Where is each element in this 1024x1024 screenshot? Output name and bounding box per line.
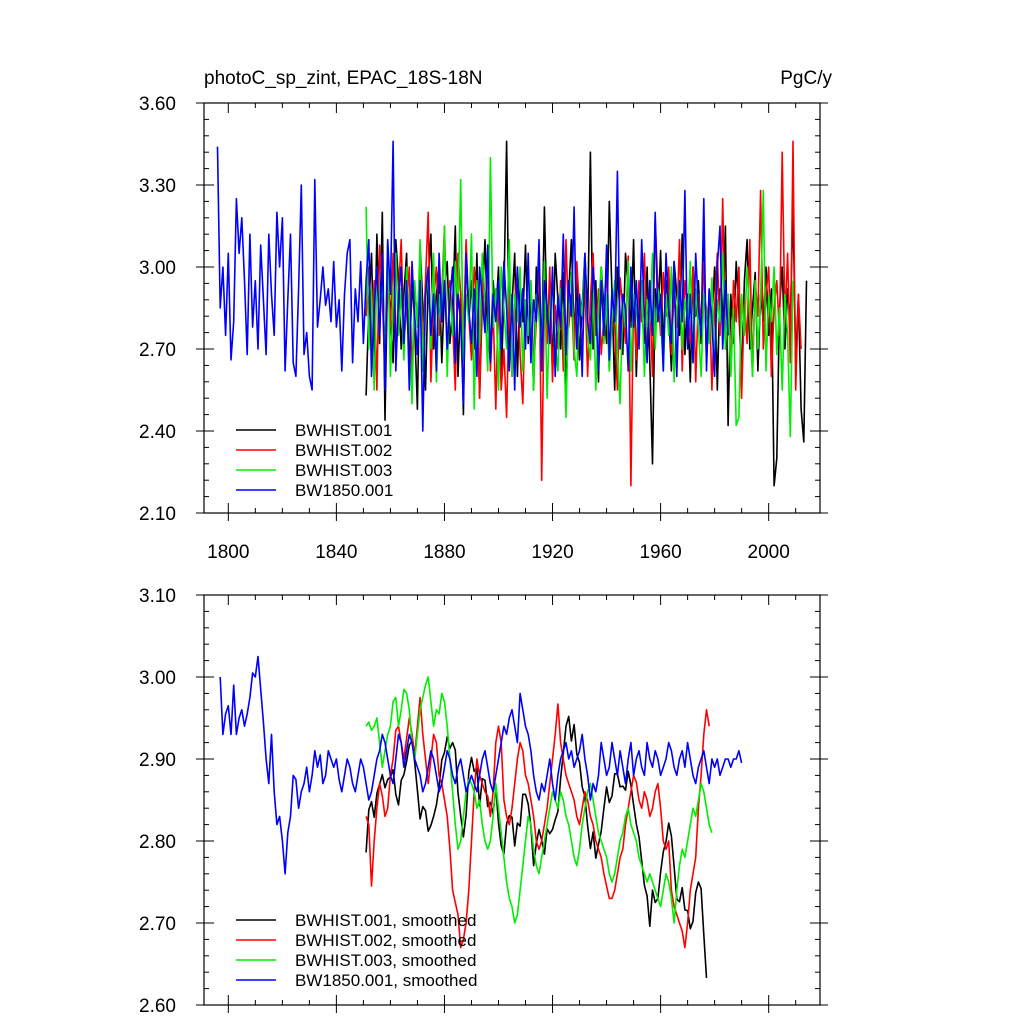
- y-tick-label: 3.30: [139, 176, 176, 197]
- bottom-panel: 2.60 2.70 2.80 2.90 3.00 3.10 BWHIST.001, smoo…: [139, 586, 828, 1017]
- plot-frame: [203, 594, 821, 1006]
- x-tick-label: 2000: [748, 542, 790, 563]
- y-tick-label: 3.00: [139, 668, 176, 689]
- y-tick-label: 2.80: [139, 832, 176, 853]
- legend-label: BWHIST.001, smoothed: [295, 911, 476, 930]
- y-tick-label: 3.10: [139, 586, 176, 607]
- y-tick-label: 3.60: [139, 94, 176, 115]
- series-line-2: [365, 696, 710, 949]
- top-panel: 1800 1840 1880 1920 1960 2000 2.10 2.40 2.70 3.00…: [139, 94, 828, 563]
- chart-units: PgC/y: [780, 68, 832, 89]
- x-tick-label: 1960: [639, 542, 681, 563]
- y-tick-label: 2.70: [139, 914, 176, 935]
- y-tick-label: 2.60: [139, 996, 176, 1017]
- legend-label: BW1850.001, smoothed: [295, 971, 477, 990]
- legend-label: BWHIST.002: [295, 441, 392, 460]
- series-line-3: [365, 676, 713, 924]
- legend-label: BW1850.001: [295, 481, 393, 500]
- y-tick-label: 2.10: [139, 504, 176, 525]
- legend-label: BWHIST.001: [295, 421, 392, 440]
- x-tick-label: 1920: [531, 542, 573, 563]
- legend-label: BWHIST.002, smoothed: [295, 931, 476, 950]
- x-tick-label: 1800: [207, 542, 249, 563]
- x-tick-label: 1840: [315, 542, 357, 563]
- series-line-4: [219, 655, 743, 875]
- chart-title: photoC_sp_zint, EPAC_18S-18N: [204, 68, 482, 89]
- y-tick-label: 3.00: [139, 258, 176, 279]
- legend-label: BWHIST.003, smoothed: [295, 951, 476, 970]
- plot-frame: [203, 102, 821, 514]
- series-line-4: [216, 140, 729, 432]
- y-tick-label: 2.90: [139, 750, 176, 771]
- y-tick-label: 2.70: [139, 340, 176, 361]
- legend-label: BWHIST.003: [295, 461, 392, 480]
- y-tick-label: 2.40: [139, 422, 176, 443]
- x-tick-label: 1880: [423, 542, 465, 563]
